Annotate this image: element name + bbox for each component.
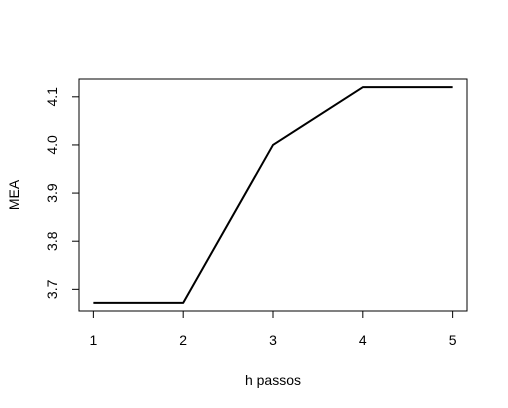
y-axis-title: MEA	[6, 179, 22, 210]
data-point	[272, 144, 274, 146]
x-tick-label: 1	[89, 332, 97, 348]
y-tick-label: 4.0	[44, 135, 60, 155]
y-axis: 3.7 3.8 3.9 4.0 4.1	[44, 87, 79, 299]
plot-frame	[78, 78, 468, 312]
x-tick-label: 5	[449, 332, 457, 348]
x-axis-title: h passos	[245, 372, 301, 388]
x-tick-label: 4	[359, 332, 367, 348]
y-tick-label: 3.7	[44, 279, 60, 299]
data-points	[92, 86, 453, 304]
y-tick-label: 3.8	[44, 231, 60, 251]
y-tick-label: 3.9	[44, 183, 60, 203]
data-point	[92, 302, 94, 304]
data-point	[362, 86, 364, 88]
x-tick-label: 2	[179, 332, 187, 348]
data-point	[182, 302, 184, 304]
series-line	[93, 86, 453, 304]
x-tick-label: 3	[269, 332, 277, 348]
data-point	[452, 86, 454, 88]
x-axis: 1 2 3 4 5	[89, 311, 457, 348]
y-tick-label: 4.1	[44, 87, 60, 107]
